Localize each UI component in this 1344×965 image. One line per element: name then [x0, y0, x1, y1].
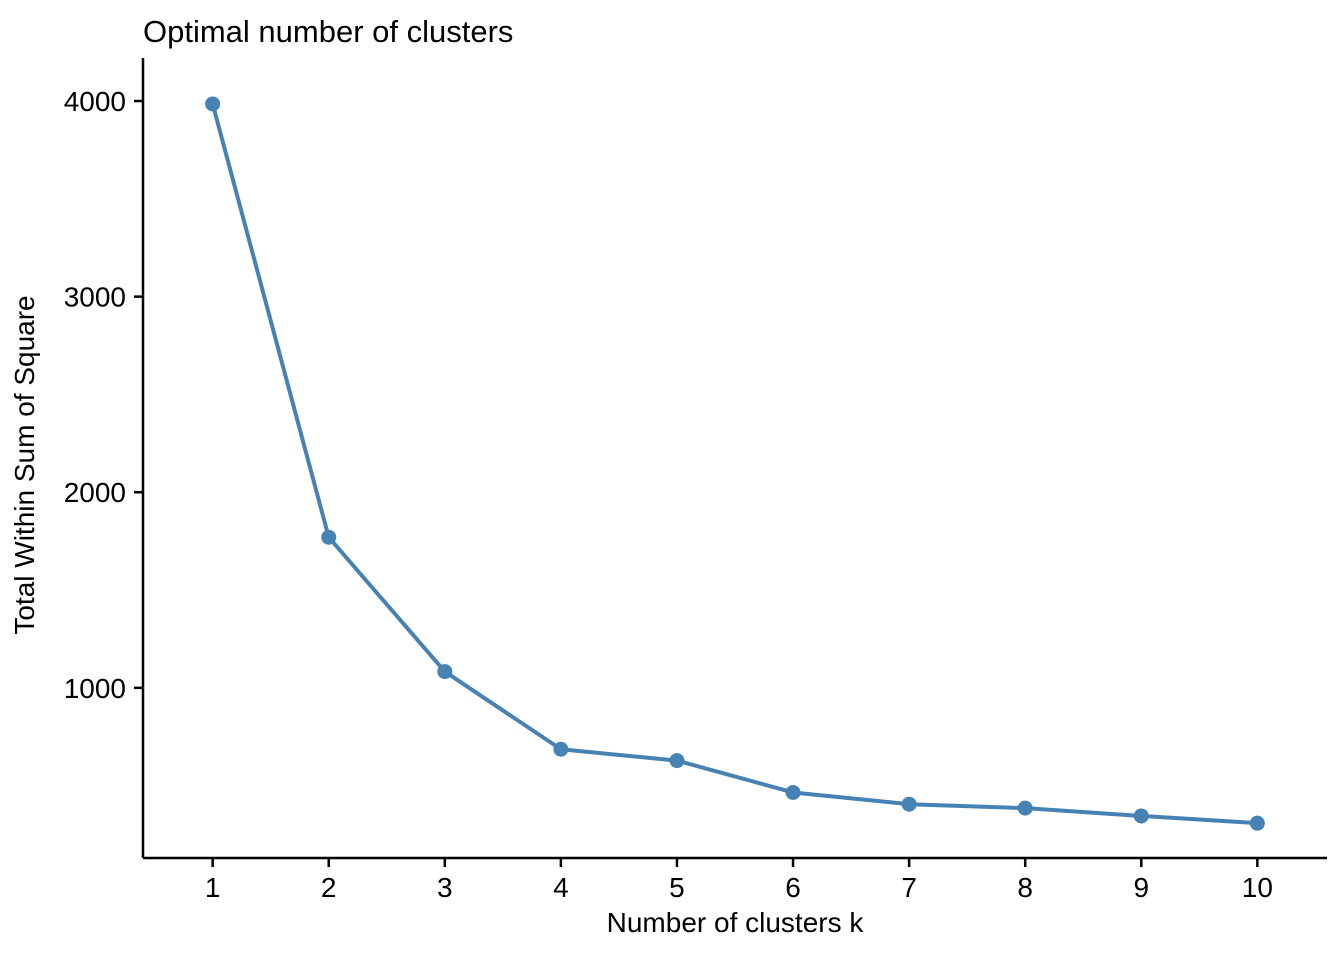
- x-axis-label: Number of clusters k: [607, 907, 865, 938]
- chart-title: Optimal number of clusters: [143, 14, 513, 49]
- wss-line-series: [205, 96, 1265, 831]
- x-tick-label: 9: [1133, 872, 1149, 903]
- data-point: [1249, 815, 1265, 831]
- y-tick-label: 3000: [64, 282, 126, 313]
- data-point: [553, 741, 569, 757]
- data-point: [1017, 800, 1033, 816]
- y-tick-label: 1000: [64, 673, 126, 704]
- x-tick-label: 7: [901, 872, 917, 903]
- data-point: [1133, 808, 1149, 824]
- x-axis-ticks: 1 2 3 4 5 6 7 8 9 10: [205, 858, 1273, 903]
- y-axis-label: Total Within Sum of Square: [9, 295, 40, 634]
- y-axis-ticks: 1000 2000 3000 4000: [64, 86, 143, 704]
- axes: [141, 58, 1327, 860]
- x-tick-label: 10: [1242, 872, 1273, 903]
- data-point: [901, 796, 917, 812]
- x-tick-label: 2: [321, 872, 337, 903]
- x-tick-label: 8: [1017, 872, 1033, 903]
- data-point: [321, 529, 337, 545]
- data-point: [785, 784, 801, 800]
- x-tick-label: 6: [785, 872, 801, 903]
- x-tick-label: 1: [205, 872, 221, 903]
- y-tick-label: 4000: [64, 86, 126, 117]
- x-tick-label: 5: [669, 872, 685, 903]
- y-tick-label: 2000: [64, 477, 126, 508]
- x-tick-label: 4: [553, 872, 569, 903]
- data-point: [669, 753, 685, 769]
- x-tick-label: 3: [437, 872, 453, 903]
- data-point: [437, 664, 453, 680]
- wss-line: [210, 101, 1260, 826]
- data-point: [205, 96, 221, 112]
